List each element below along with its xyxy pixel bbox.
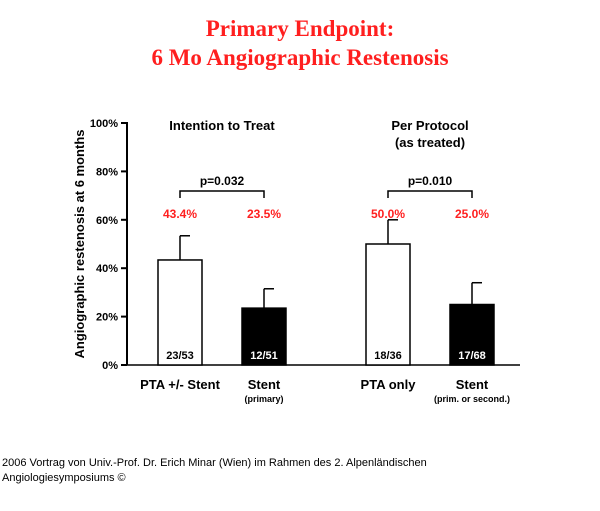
bar [241,307,287,366]
footer-line1: 2006 Vortrag von Univ.-Prof. Dr. Erich M… [2,457,427,469]
bar-value-label: 50.0% [371,207,405,221]
y-axis-label: Angiographic restenosis at 6 months [72,130,87,359]
group-title: Intention to Treat [169,118,275,133]
y-tick-label: 80% [96,166,118,178]
y-tick-label: 20% [96,312,118,324]
significance-bracket [387,190,473,198]
group-title: Per Protocol [391,118,468,133]
x-category-label: Stent [456,377,489,392]
bar [449,303,495,366]
chart-title-line2: 6 Mo Angiographic Restenosis [151,45,449,70]
chart-title-line1: Primary Endpoint: [205,16,395,41]
bar [365,243,411,366]
x-category-label: Stent [248,377,281,392]
bar-count-label: 23/53 [166,350,194,362]
bar-count-label: 17/68 [458,350,486,362]
x-category-sublabel: (prim. or second.) [434,394,510,404]
chart-labels: Intention to Treat p=0.032 23/53 43.4% PTA +… [140,118,510,404]
bar-count-label: 12/51 [250,350,278,362]
bar-value-label: 43.4% [163,207,197,221]
x-category-label: PTA +/- Stent [140,377,220,392]
bar-value-label: 25.0% [455,207,489,221]
bars [157,219,495,366]
y-tick-label: 100% [90,118,118,130]
bar-count-label: 18/36 [374,350,402,362]
chart-title: Primary Endpoint: 6 Mo Angiographic Rest… [0,14,600,72]
bar-value-label: 23.5% [247,207,281,221]
significance-bracket [179,190,265,198]
y-tick-label: 40% [96,263,118,275]
footer-line2: Angiologiesymposiums © [2,472,126,484]
x-category-sublabel: (primary) [244,394,283,404]
x-category-label: PTA only [361,377,417,392]
group-title-line2: (as treated) [395,135,465,150]
y-tick-label: 60% [96,215,118,227]
p-value-label: p=0.010 [408,174,453,188]
p-value-label: p=0.032 [200,174,245,188]
bar-chart: 0% 20% 40% 60% 80% 100%Angiographic restenosi… [72,118,520,404]
y-tick-label: 0% [102,360,118,372]
y-axis: 0% 20% 40% 60% 80% 100%Angiographic restenosi… [72,118,520,372]
footer-credit: 2006 Vortrag von Univ.-Prof. Dr. Erich M… [2,456,522,486]
bar [157,259,203,366]
